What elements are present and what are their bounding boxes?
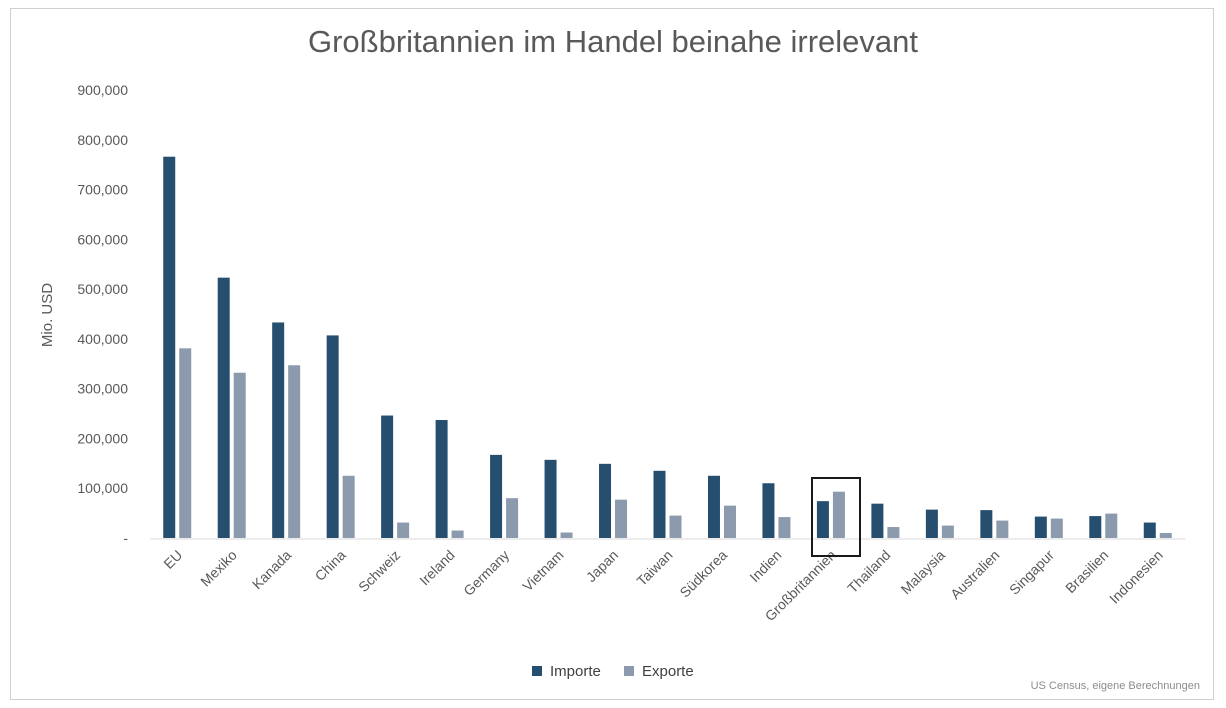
bar-exporte bbox=[506, 498, 519, 538]
x-tick-label: Kanada bbox=[249, 547, 295, 593]
legend-swatch bbox=[624, 666, 634, 676]
x-tick-label: Malaysia bbox=[898, 547, 949, 598]
bar-importe bbox=[544, 459, 557, 538]
bar-importe bbox=[925, 509, 938, 538]
bar-exporte bbox=[1050, 518, 1063, 538]
bar-exporte bbox=[288, 365, 301, 538]
bar-importe bbox=[272, 322, 285, 538]
legend-label: Importe bbox=[550, 663, 601, 680]
legend: Importe Exporte bbox=[532, 663, 694, 680]
x-tick-label: China bbox=[312, 547, 349, 584]
bar-importe bbox=[599, 463, 612, 538]
y-tick-label: 200,000 bbox=[77, 430, 128, 446]
bar-importe bbox=[435, 420, 448, 538]
y-tick-label: 900,000 bbox=[77, 82, 128, 98]
bar-importe bbox=[217, 277, 230, 538]
bar-importe bbox=[980, 510, 993, 538]
y-tick-label: 500,000 bbox=[77, 281, 128, 297]
x-tick-label: Mexiko bbox=[197, 547, 240, 590]
bar-importe bbox=[1143, 522, 1156, 538]
bar-importe bbox=[816, 501, 829, 538]
x-tick-label: Südkorea bbox=[676, 547, 730, 601]
x-tick-label: Indien bbox=[746, 547, 784, 585]
bar-exporte bbox=[887, 527, 900, 538]
x-tick-label: Thailand bbox=[844, 547, 893, 596]
bar-exporte bbox=[560, 532, 573, 538]
y-tick-label: 300,000 bbox=[77, 381, 128, 397]
x-tick-label: Schweiz bbox=[355, 547, 403, 595]
chart-title: Großbritannien im Handel beinahe irrelev… bbox=[308, 24, 918, 59]
x-tick-label: Ireland bbox=[416, 547, 458, 589]
bar-exporte bbox=[233, 372, 246, 538]
x-tick-label: Brasilien bbox=[1062, 547, 1111, 596]
y-tick-label: 400,000 bbox=[77, 331, 128, 347]
y-tick-label: 700,000 bbox=[77, 182, 128, 198]
bar-exporte bbox=[1105, 513, 1118, 538]
bar-importe bbox=[653, 470, 666, 538]
bar-importe bbox=[163, 156, 176, 539]
x-tick-label: Singapur bbox=[1006, 547, 1057, 598]
legend-label: Exporte bbox=[642, 663, 694, 680]
bar-exporte bbox=[1159, 533, 1172, 538]
bar-exporte bbox=[397, 522, 410, 538]
bar-importe bbox=[490, 454, 503, 538]
chart-frame bbox=[10, 8, 1214, 700]
y-tick-label: 100,000 bbox=[77, 480, 128, 496]
highlight-box bbox=[811, 477, 861, 557]
bar-exporte bbox=[451, 530, 464, 538]
bar-importe bbox=[1034, 516, 1047, 538]
bar-exporte bbox=[996, 520, 1009, 538]
bar-exporte bbox=[941, 525, 954, 538]
bar-exporte bbox=[615, 499, 628, 538]
bar-importe bbox=[762, 483, 775, 538]
y-axis: - 100,000 200,000 300,000 400,000 500,000 600,… bbox=[77, 82, 128, 546]
y-tick-label: 600,000 bbox=[77, 231, 128, 247]
source-note: US Census, eigene Berechnungen bbox=[1030, 680, 1200, 692]
x-tick-label: Germany bbox=[460, 547, 512, 599]
bar-exporte bbox=[342, 475, 355, 538]
bar-importe bbox=[381, 415, 394, 538]
x-tick-label: Taiwan bbox=[633, 547, 675, 589]
bar-exporte bbox=[723, 505, 736, 538]
bar-importe bbox=[326, 335, 339, 538]
bars bbox=[163, 156, 1172, 539]
y-tick-label: 800,000 bbox=[77, 132, 128, 148]
bar-exporte bbox=[179, 348, 192, 538]
bar-exporte bbox=[832, 491, 845, 538]
x-tick-label: Indonesien bbox=[1106, 547, 1166, 607]
x-tick-label: Australien bbox=[947, 547, 1002, 602]
bar-importe bbox=[871, 503, 884, 538]
y-tick-label: - bbox=[123, 530, 128, 546]
x-tick-label: EU bbox=[160, 547, 185, 572]
bar-exporte bbox=[778, 517, 791, 538]
bar-importe bbox=[1089, 516, 1102, 538]
bar-importe bbox=[707, 475, 720, 538]
bar-exporte bbox=[669, 515, 682, 538]
x-axis: EU Mexiko Kanada China Schweiz Ireland Germany… bbox=[150, 538, 1185, 624]
legend-swatch bbox=[532, 666, 542, 676]
x-tick-label: Vietnam bbox=[519, 547, 566, 594]
y-axis-title: Mio. USD bbox=[39, 283, 56, 347]
x-tick-label: Japan bbox=[583, 547, 621, 585]
